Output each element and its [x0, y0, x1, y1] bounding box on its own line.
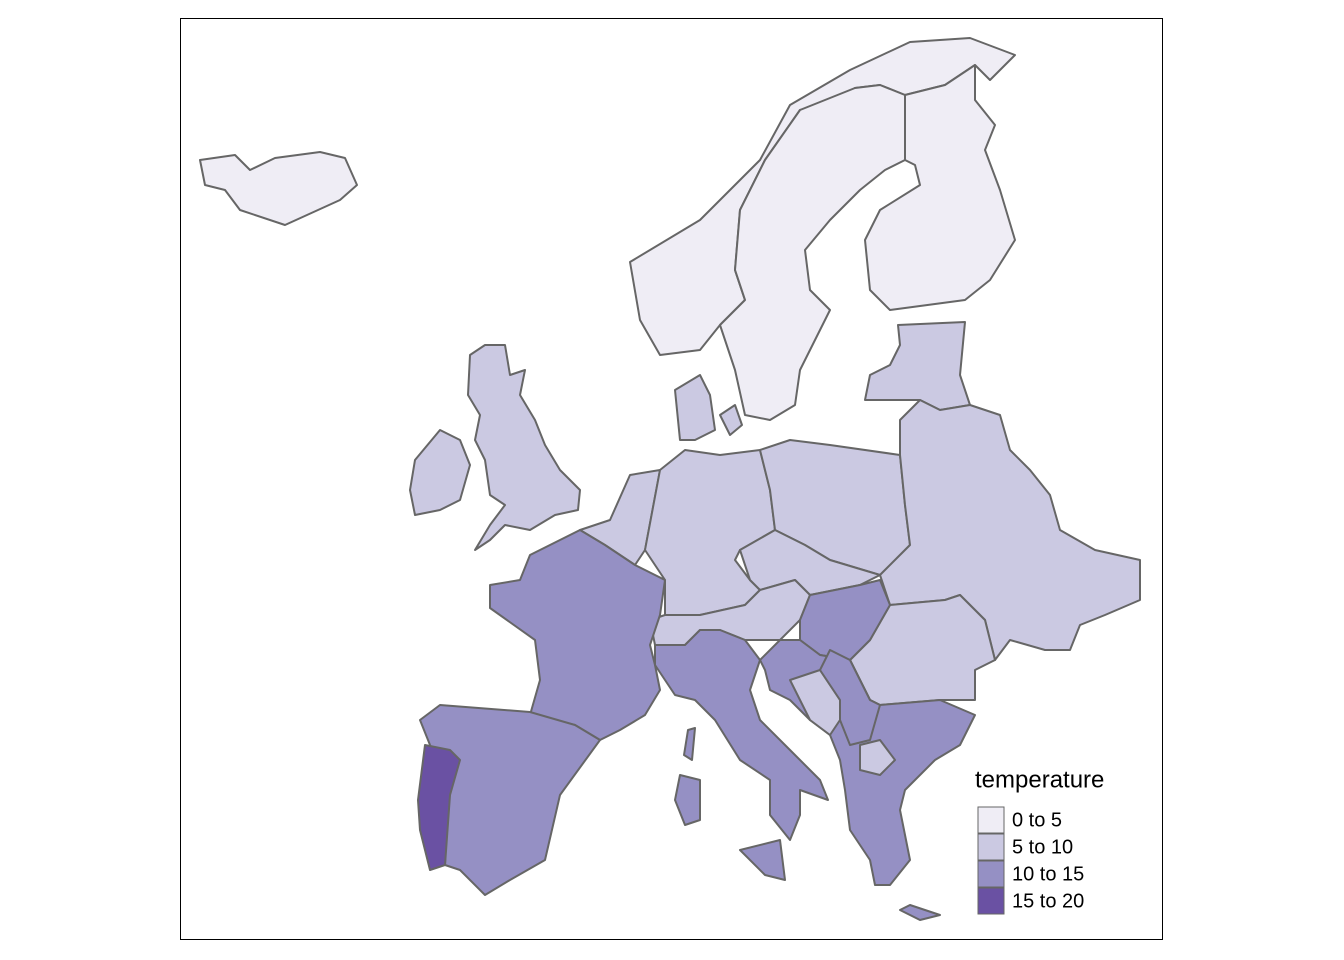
legend-swatch	[977, 860, 1005, 888]
region	[859, 739, 896, 776]
region	[409, 429, 471, 516]
region	[674, 374, 716, 441]
region	[199, 151, 358, 226]
region	[417, 744, 461, 871]
region	[719, 404, 743, 436]
legend: 0 to 5 5 to 10 10 to 15 15 to 20	[977, 806, 1084, 915]
region	[719, 84, 906, 421]
legend-title: temperature	[975, 766, 1104, 793]
region	[674, 774, 701, 826]
region	[644, 449, 776, 616]
region	[864, 64, 1016, 311]
region	[467, 344, 581, 551]
region	[739, 839, 786, 881]
region	[799, 579, 891, 661]
region	[489, 529, 666, 741]
legend-label: 10 to 15	[1012, 863, 1084, 885]
region	[899, 904, 941, 921]
region	[683, 727, 696, 761]
regions	[199, 37, 1141, 921]
legend-label: 5 to 10	[1012, 836, 1073, 858]
legend-swatch	[977, 833, 1005, 861]
legend-label: 0 to 5	[1012, 809, 1062, 831]
region	[819, 649, 881, 746]
legend-label: 15 to 20	[1012, 890, 1084, 912]
region	[654, 629, 829, 841]
legend-swatch	[977, 887, 1005, 915]
legend-swatch	[977, 806, 1005, 834]
